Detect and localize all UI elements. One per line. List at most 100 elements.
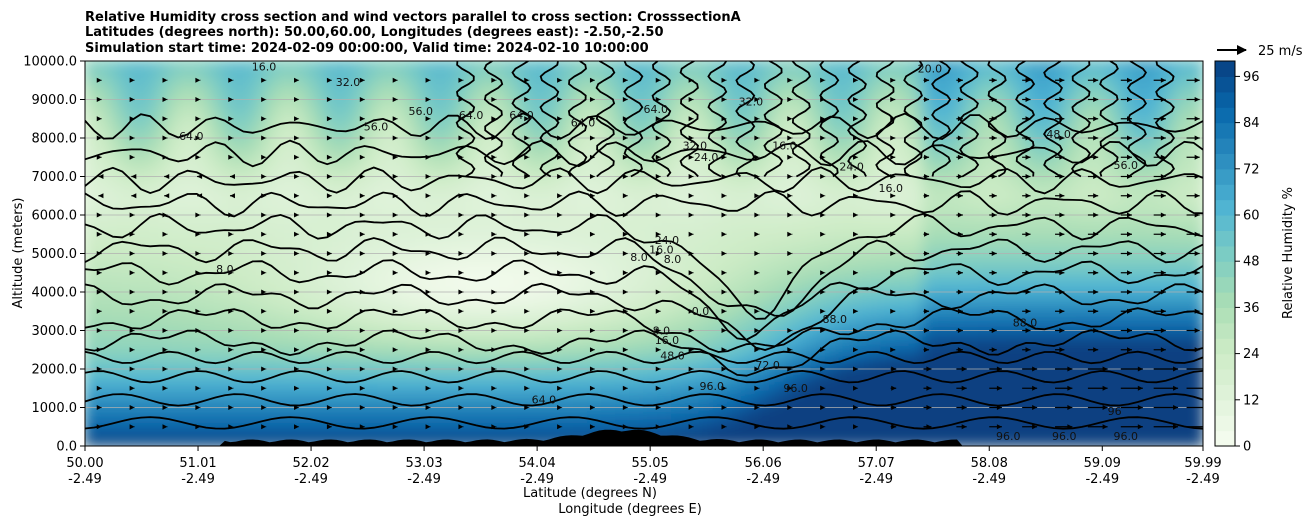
humidity-cell	[279, 69, 296, 82]
humidity-cell	[167, 358, 184, 370]
wind-vector-head	[926, 385, 932, 391]
wind-vector-head	[129, 366, 135, 372]
wind-vector-head	[1160, 270, 1166, 276]
wind-vector-head	[261, 231, 267, 237]
humidity-cell	[824, 271, 841, 284]
humidity-cell	[1104, 69, 1121, 82]
humidity-cell	[712, 262, 729, 274]
humidity-cell	[992, 137, 1009, 149]
humidity-cell	[601, 194, 618, 207]
humidity-cell	[559, 69, 576, 82]
humidity-cell	[559, 175, 576, 188]
humidity-cell	[684, 194, 701, 207]
contour-label-group: 64.0	[459, 109, 484, 122]
wind-vector-head	[787, 135, 793, 141]
humidity-cell	[1118, 319, 1135, 332]
wind-vector-head	[1127, 289, 1133, 295]
humidity-cell	[1174, 281, 1190, 293]
humidity-cell	[601, 223, 618, 236]
wind-vector-head	[294, 405, 300, 410]
humidity-cell	[964, 156, 981, 168]
humidity-cell	[1118, 185, 1135, 197]
humidity-cell	[237, 69, 254, 82]
wind-vector-head	[491, 424, 497, 430]
humidity-cell	[559, 252, 576, 265]
humidity-cell	[1090, 127, 1107, 139]
humidity-cell	[461, 165, 478, 178]
humidity-cell	[698, 61, 715, 72]
humidity-cell	[978, 435, 995, 446]
humidity-cell	[545, 339, 562, 351]
humidity-cell	[1062, 310, 1079, 322]
humidity-cell	[475, 223, 492, 236]
humidity-cell	[1062, 281, 1079, 293]
humidity-cell	[573, 319, 590, 332]
humidity-cell	[866, 262, 883, 274]
humidity-cell	[419, 137, 436, 149]
humidity-cell	[615, 252, 631, 265]
humidity-cell	[209, 425, 226, 438]
humidity-cell	[615, 387, 631, 399]
humidity-cell	[908, 348, 925, 361]
humidity-cell	[712, 425, 729, 438]
humidity-cell	[545, 406, 562, 419]
humidity-cell	[936, 291, 953, 303]
humidity-cell	[671, 291, 687, 303]
wind-vector-head	[787, 77, 793, 83]
humidity-cell	[810, 406, 827, 419]
humidity-cell	[1146, 146, 1163, 159]
wind-vector-head	[655, 135, 661, 141]
humidity-cell	[265, 329, 282, 342]
humidity-cell	[461, 358, 478, 370]
humidity-cell	[293, 137, 310, 149]
humidity-cell	[139, 137, 156, 149]
humidity-cell	[768, 146, 785, 159]
humidity-cell	[545, 88, 562, 101]
humidity-cell	[531, 387, 548, 399]
humidity-cell	[461, 377, 478, 390]
humidity-cell	[153, 69, 170, 82]
humidity-cell	[559, 339, 576, 351]
humidity-cell	[1132, 358, 1149, 370]
humidity-cell	[517, 387, 534, 399]
wind-vector-head	[787, 347, 793, 353]
humidity-cell	[824, 61, 841, 72]
humidity-cell	[391, 329, 408, 342]
humidity-cell	[950, 300, 967, 313]
humidity-cell	[838, 175, 855, 188]
wind-vector-head	[721, 308, 727, 314]
humidity-cell	[657, 61, 673, 72]
humidity-cell	[237, 319, 254, 332]
contour-label-group: 64.0	[644, 103, 669, 116]
humidity-cell	[587, 127, 604, 139]
humidity-cell	[153, 185, 170, 197]
humidity-cell	[98, 387, 114, 399]
humidity-cell	[964, 127, 981, 139]
humidity-cell	[1048, 377, 1065, 390]
humidity-cell	[1132, 387, 1149, 399]
humidity-cell	[629, 185, 645, 197]
humidity-cell	[838, 396, 855, 409]
humidity-cell	[684, 223, 701, 236]
contour-line	[791, 61, 812, 178]
wind-vector-head	[1127, 77, 1133, 83]
wind-vector-head	[557, 328, 563, 333]
wind-vector-head	[1093, 308, 1099, 314]
humidity-cell	[307, 262, 324, 274]
humidity-cell	[419, 319, 436, 332]
wind-vector-head	[991, 77, 997, 83]
wind-vector-head	[359, 116, 365, 122]
wind-vector-head	[294, 135, 300, 141]
humidity-cell	[321, 387, 338, 399]
humidity-cell	[391, 271, 408, 284]
humidity-cell	[377, 406, 394, 419]
x-tick-label: 59.09	[1084, 456, 1121, 471]
humidity-cell	[1090, 262, 1107, 274]
humidity-cell	[573, 368, 590, 380]
humidity-cell	[726, 194, 743, 207]
humidity-cell	[167, 61, 184, 72]
wind-vector-head	[261, 385, 267, 391]
humidity-cell	[447, 156, 464, 168]
humidity-cell	[726, 329, 743, 342]
humidity-cell	[1160, 88, 1177, 101]
